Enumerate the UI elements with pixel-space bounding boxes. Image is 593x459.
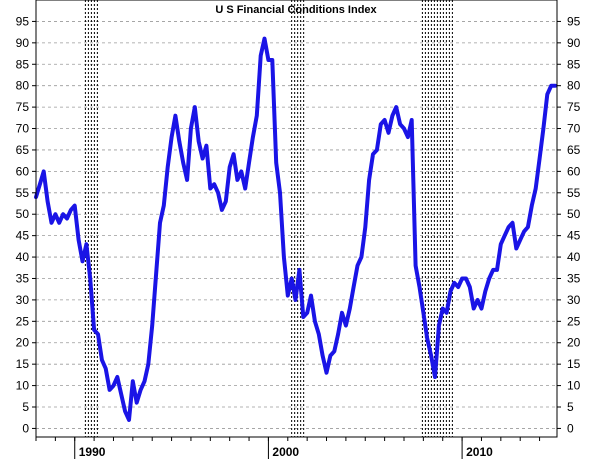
y-tick-label-left: 55 <box>16 186 30 200</box>
y-tick-label-right: 40 <box>567 250 581 264</box>
y-tick-label-right: 50 <box>567 207 581 221</box>
series-layer <box>34 36 558 422</box>
y-tick-label-right: 90 <box>567 36 581 50</box>
x-tick-label: 2000 <box>272 445 299 459</box>
y-tick-label-left: 95 <box>16 14 30 28</box>
y-tick-label-right: 0 <box>567 421 574 435</box>
y-tick-label-right: 5 <box>567 400 574 414</box>
y-tick-label-left: 60 <box>16 164 30 178</box>
y-tick-label-right: 80 <box>567 79 581 93</box>
x-tick-label: 2010 <box>466 445 493 459</box>
y-tick-label-left: 35 <box>16 271 30 285</box>
y-tick-label-right: 75 <box>567 100 581 114</box>
y-tick-label-left: 40 <box>16 250 30 264</box>
y-tick-label-right: 10 <box>567 379 581 393</box>
y-tick-label-right: 20 <box>567 336 581 350</box>
y-axis-right: 0 5 10 15 20 25 30 35 40 45 50 55 60 65 70 75 80 85 90 95 <box>557 14 581 435</box>
y-tick-label-left: 75 <box>16 100 30 114</box>
chart-title: U S Financial Conditions Index <box>215 4 377 16</box>
y-tick-label-right: 15 <box>567 357 581 371</box>
y-tick-label-left: 15 <box>16 357 30 371</box>
y-tick-label-right: 70 <box>567 122 581 136</box>
series-line <box>34 36 558 422</box>
y-tick-label-left: 20 <box>16 336 30 350</box>
y-tick-label-left: 5 <box>22 400 29 414</box>
y-tick-label-left: 45 <box>16 229 30 243</box>
y-tick-label-left: 70 <box>16 122 30 136</box>
y-tick-label-right: 55 <box>567 186 581 200</box>
x-axis: 1990 2000 2010 <box>35 437 541 459</box>
y-tick-label-left: 85 <box>16 57 30 71</box>
y-tick-label-right: 30 <box>567 293 581 307</box>
y-tick-label-left: 50 <box>16 207 30 221</box>
y-tick-label-left: 30 <box>16 293 30 307</box>
x-tick-label: 1990 <box>79 445 106 459</box>
y-tick-label-left: 65 <box>16 143 30 157</box>
y-tick-label-right: 25 <box>567 314 581 328</box>
gridlines <box>36 21 557 429</box>
y-tick-label-right: 65 <box>567 143 581 157</box>
y-tick-label-right: 45 <box>567 229 581 243</box>
y-tick-label-left: 80 <box>16 79 30 93</box>
y-tick-label-left: 0 <box>22 421 29 435</box>
y-tick-label-left: 10 <box>16 379 30 393</box>
y-tick-label-left: 25 <box>16 314 30 328</box>
y-tick-label-right: 60 <box>567 164 581 178</box>
y-axis-left: 0 5 10 15 20 25 30 35 40 45 50 55 60 65 70 75 80 85 90 95 <box>16 14 36 435</box>
y-tick-label-left: 90 <box>16 36 30 50</box>
y-tick-label-right: 85 <box>567 57 581 71</box>
y-tick-label-right: 35 <box>567 271 581 285</box>
y-tick-label-right: 95 <box>567 14 581 28</box>
